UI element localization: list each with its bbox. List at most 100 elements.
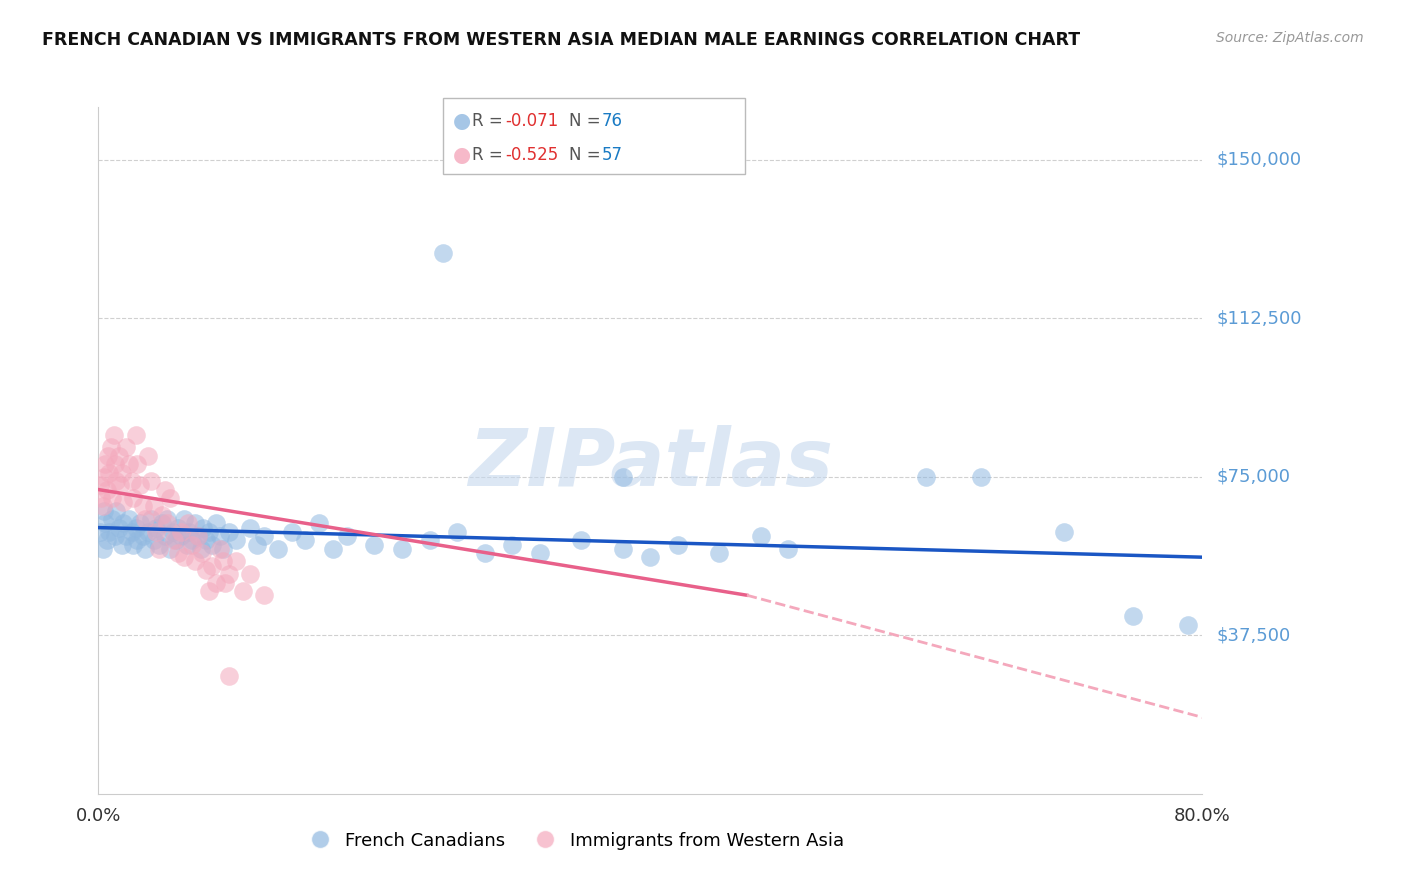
Point [112, 516, 135, 531]
Point [108, 449, 131, 463]
Point [200, 558, 222, 573]
Point [142, 533, 165, 548]
Point [142, 500, 165, 514]
Point [145, 524, 167, 539]
Point [93, 470, 115, 484]
Point [90, 491, 112, 505]
Point [749, 529, 772, 543]
Text: -0.071: -0.071 [505, 112, 558, 130]
Point [173, 550, 195, 565]
Point [162, 524, 184, 539]
Point [218, 524, 240, 539]
Point [187, 529, 209, 543]
Point [638, 550, 661, 565]
Point [184, 554, 207, 568]
Point [1177, 617, 1199, 632]
Point [103, 427, 125, 442]
Point [97, 449, 120, 463]
Point [94, 516, 117, 531]
Point [122, 537, 145, 551]
Point [150, 516, 173, 531]
Point [280, 524, 302, 539]
Point [246, 537, 269, 551]
Point [197, 524, 219, 539]
Point [176, 537, 198, 551]
Point [167, 546, 190, 560]
Point [150, 508, 173, 522]
Point [177, 516, 200, 531]
Point [125, 533, 148, 548]
Point [118, 457, 141, 471]
Point [187, 529, 209, 543]
Point [419, 533, 441, 548]
Point [181, 533, 204, 548]
Point [778, 541, 800, 556]
Point [101, 512, 124, 526]
Point [253, 588, 276, 602]
Point [184, 516, 207, 531]
Point [391, 541, 413, 556]
Point [91, 500, 114, 514]
Point [111, 466, 134, 480]
Point [612, 470, 634, 484]
Point [153, 529, 176, 543]
Point [108, 520, 131, 534]
Point [153, 483, 176, 497]
Text: -0.525: -0.525 [505, 146, 558, 164]
Point [124, 427, 146, 442]
Point [1053, 524, 1076, 539]
Point [115, 529, 138, 543]
Point [204, 575, 226, 590]
Point [128, 516, 150, 531]
Point [134, 512, 156, 526]
Text: R =: R = [472, 146, 509, 164]
Point [121, 524, 143, 539]
Point [239, 520, 262, 534]
Point [195, 563, 218, 577]
Point [204, 516, 226, 531]
Point [159, 491, 181, 505]
Text: 57: 57 [602, 146, 623, 164]
Point [165, 533, 187, 548]
Point [208, 541, 231, 556]
Point [191, 546, 214, 560]
Point [94, 457, 117, 471]
Point [105, 504, 128, 518]
Point [322, 541, 344, 556]
Point [148, 541, 170, 556]
Point [89, 524, 111, 539]
Point [159, 541, 181, 556]
Text: ●: ● [453, 111, 471, 131]
Point [214, 575, 236, 590]
Point [139, 512, 162, 526]
Point [501, 537, 523, 551]
Point [131, 529, 153, 543]
Point [104, 457, 127, 471]
Point [612, 541, 634, 556]
Text: $150,000: $150,000 [1216, 151, 1301, 169]
Point [197, 584, 219, 599]
Point [115, 440, 138, 454]
Point [915, 470, 938, 484]
Point [89, 478, 111, 492]
Point [98, 466, 121, 480]
Point [93, 504, 115, 518]
Point [124, 520, 146, 534]
Point [529, 546, 551, 560]
Text: N =: N = [569, 112, 606, 130]
Point [294, 533, 316, 548]
Point [211, 554, 233, 568]
Text: $75,000: $75,000 [1216, 468, 1291, 486]
Legend: French Canadians, Immigrants from Western Asia: French Canadians, Immigrants from Wester… [294, 824, 852, 857]
Text: $112,500: $112,500 [1216, 310, 1302, 327]
Point [474, 546, 496, 560]
Point [267, 541, 290, 556]
Point [211, 541, 233, 556]
Text: FRENCH CANADIAN VS IMMIGRANTS FROM WESTERN ASIA MEDIAN MALE EARNINGS CORRELATION: FRENCH CANADIAN VS IMMIGRANTS FROM WESTE… [42, 31, 1080, 49]
Point [131, 500, 153, 514]
Point [96, 483, 118, 497]
Point [446, 524, 468, 539]
Point [232, 584, 254, 599]
Point [253, 529, 276, 543]
Point [218, 668, 240, 682]
